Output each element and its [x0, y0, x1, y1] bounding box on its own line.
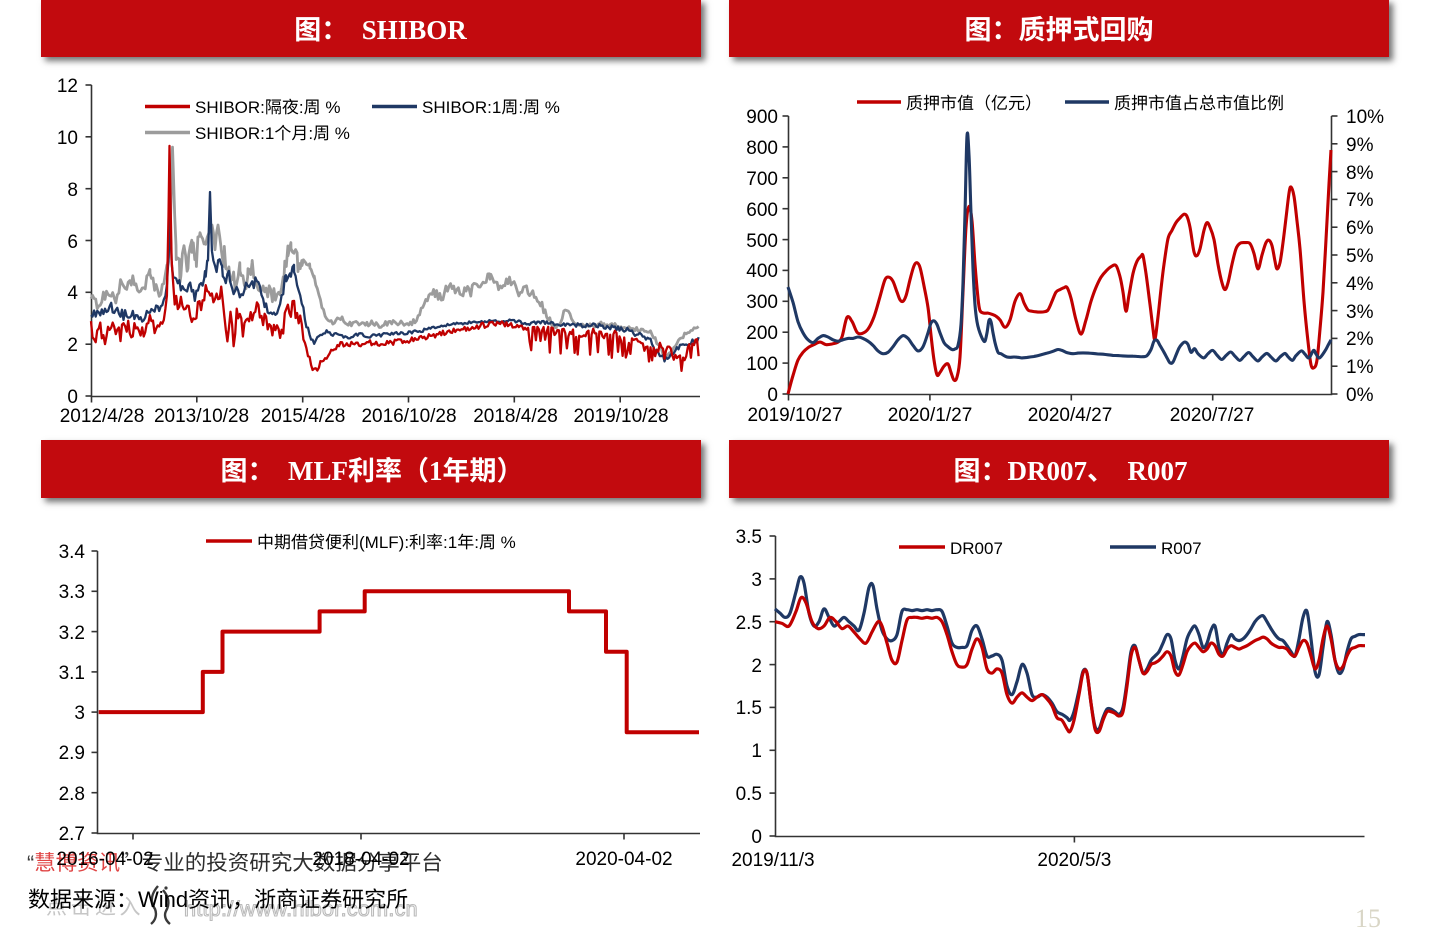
svg-text:7%: 7%	[1346, 190, 1374, 211]
svg-text:10: 10	[57, 128, 78, 149]
svg-text:2.8: 2.8	[59, 784, 85, 805]
svg-text:2020/7/27: 2020/7/27	[1170, 405, 1255, 426]
svg-text:0.5: 0.5	[736, 784, 762, 805]
svg-text:3%: 3%	[1346, 302, 1374, 323]
svg-text:3: 3	[751, 570, 762, 591]
svg-text:3: 3	[74, 703, 85, 724]
svg-text:2016/10/28: 2016/10/28	[361, 406, 456, 427]
svg-text:2: 2	[751, 656, 762, 677]
svg-text:2020/5/3: 2020/5/3	[1037, 850, 1111, 871]
svg-text:100: 100	[746, 354, 778, 375]
svg-text:2018/4/28: 2018/4/28	[473, 406, 558, 427]
svg-text:质押市值占总市值比例: 质押市值占总市值比例	[1114, 94, 1284, 113]
svg-text:6: 6	[67, 232, 78, 253]
svg-text:400: 400	[746, 261, 778, 282]
svg-text:R007: R007	[1161, 539, 1202, 558]
svg-text:8: 8	[67, 180, 78, 201]
svg-text:2020/1/27: 2020/1/27	[888, 405, 973, 426]
svg-text:2019/11/3: 2019/11/3	[731, 850, 814, 871]
svg-text:6%: 6%	[1346, 218, 1374, 239]
svg-text:9%: 9%	[1346, 135, 1374, 156]
svg-text:2%: 2%	[1346, 329, 1374, 350]
svg-text:2020-04-02: 2020-04-02	[575, 849, 672, 870]
svg-text:600: 600	[746, 200, 778, 221]
svg-text:2016-04-02: 2016-04-02	[56, 849, 153, 870]
svg-text:0: 0	[767, 385, 778, 406]
svg-text:DR007: DR007	[950, 539, 1003, 558]
svg-text:2.7: 2.7	[59, 824, 85, 845]
svg-text:3.2: 3.2	[59, 623, 85, 644]
svg-text:SHIBOR:1周:周 %: SHIBOR:1周:周 %	[422, 98, 560, 117]
svg-text:2015/4/28: 2015/4/28	[261, 406, 346, 427]
svg-text:800: 800	[746, 138, 778, 159]
svg-text:4%: 4%	[1346, 274, 1374, 295]
svg-text:0%: 0%	[1346, 385, 1374, 406]
svg-text:0: 0	[67, 387, 78, 408]
svg-text:2012/4/28: 2012/4/28	[60, 406, 145, 427]
svg-text:2.5: 2.5	[736, 613, 762, 634]
svg-text:1.5: 1.5	[736, 698, 762, 719]
svg-text:300: 300	[746, 292, 778, 313]
svg-text:2019/10/27: 2019/10/27	[747, 405, 842, 426]
svg-text:2: 2	[67, 335, 78, 356]
svg-text:900: 900	[746, 107, 778, 128]
svg-text:2018-04-02: 2018-04-02	[312, 849, 409, 870]
svg-text:200: 200	[746, 323, 778, 344]
svg-text:700: 700	[746, 169, 778, 190]
svg-text:12: 12	[57, 76, 78, 97]
svg-text:1: 1	[751, 741, 762, 762]
svg-text:3.1: 3.1	[59, 663, 85, 684]
svg-text:1%: 1%	[1346, 357, 1374, 378]
svg-text:3.4: 3.4	[59, 542, 86, 563]
svg-text:3.3: 3.3	[59, 582, 85, 603]
svg-text:10%: 10%	[1346, 107, 1384, 128]
svg-text:8%: 8%	[1346, 163, 1374, 184]
svg-text:中期借贷便利(MLF):利率:1年:周 %: 中期借贷便利(MLF):利率:1年:周 %	[257, 533, 516, 552]
svg-text:4: 4	[67, 283, 78, 304]
svg-text:2019/10/28: 2019/10/28	[573, 406, 668, 427]
svg-text:2013/10/28: 2013/10/28	[154, 406, 249, 427]
svg-text:SHIBOR:1个月:周 %: SHIBOR:1个月:周 %	[195, 124, 350, 143]
svg-text:500: 500	[746, 231, 778, 252]
svg-text:5%: 5%	[1346, 246, 1374, 267]
svg-text:2.9: 2.9	[59, 743, 85, 764]
svg-text:2020/4/27: 2020/4/27	[1028, 405, 1113, 426]
svg-text:SHIBOR:隔夜:周 %: SHIBOR:隔夜:周 %	[195, 98, 340, 117]
svg-text:质押市值（亿元）: 质押市值（亿元）	[906, 94, 1042, 113]
svg-text:0: 0	[751, 827, 762, 848]
svg-text:3.5: 3.5	[736, 527, 762, 548]
